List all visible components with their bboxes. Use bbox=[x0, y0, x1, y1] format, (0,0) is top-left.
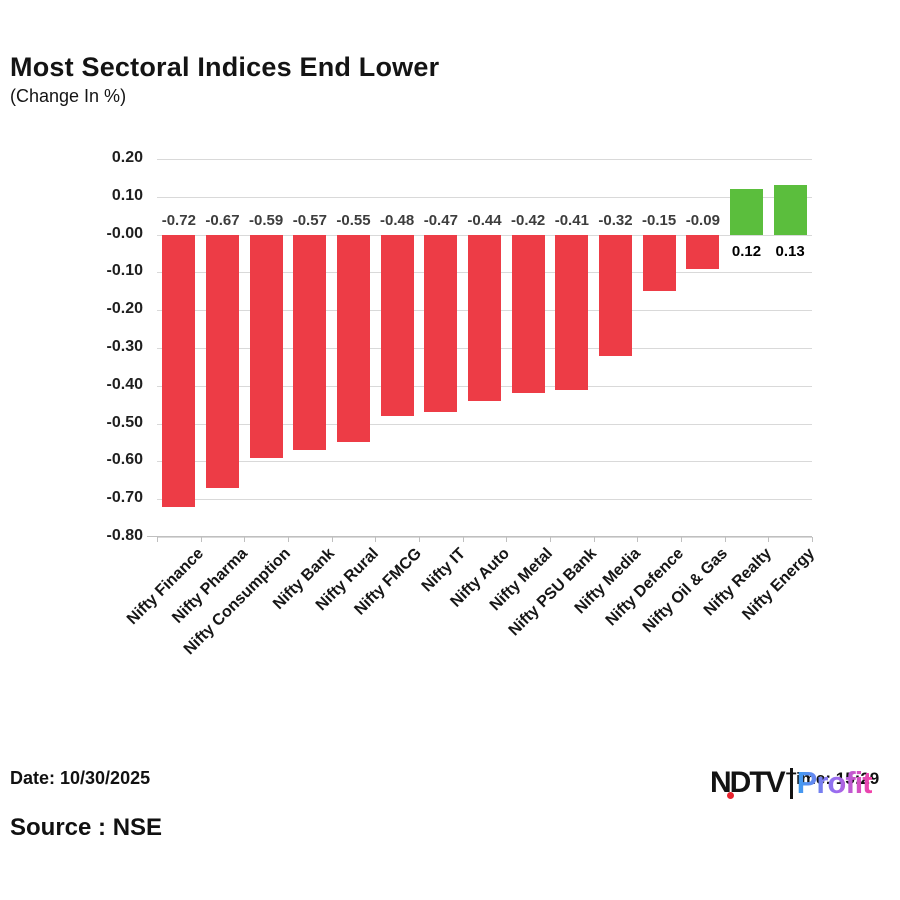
gridline bbox=[157, 423, 812, 425]
bar-value-label: -0.72 bbox=[161, 211, 196, 229]
x-axis-tick bbox=[681, 537, 682, 542]
date-label: Date: 10/30/2025 bbox=[10, 768, 151, 788]
gridline bbox=[157, 537, 812, 538]
bar-value-label: -0.09 bbox=[685, 211, 720, 229]
bar-nifty-it bbox=[424, 234, 458, 413]
x-axis-category-labels: Nifty Finance Nifty Pharma Nifty Consumpti… bbox=[124, 545, 818, 695]
x-axis-tick bbox=[331, 537, 333, 542]
bar-nifty-pharma bbox=[206, 234, 239, 488]
y-axis-tick-label: -0.00 bbox=[106, 224, 143, 242]
x-axis-tick bbox=[419, 537, 420, 542]
y-axis-tick-label: -0.30 bbox=[106, 338, 143, 355]
bar-value-label: -0.67 bbox=[205, 211, 240, 229]
gridline bbox=[157, 159, 812, 160]
x-axis-tick bbox=[550, 537, 551, 542]
logo-separator-bar bbox=[789, 767, 793, 799]
source-label: Source : NSE bbox=[10, 814, 163, 841]
bar-nifty-finance bbox=[162, 234, 196, 507]
y-axis-tick-label: -0.50 bbox=[106, 413, 143, 431]
y-axis-tick-label: -0.40 bbox=[106, 375, 143, 393]
x-axis-tick bbox=[288, 537, 289, 542]
bar-nifty-rural bbox=[337, 234, 370, 443]
bar-nifty-defence bbox=[642, 234, 676, 292]
profit-logo-text: Profit bbox=[796, 765, 873, 800]
bar-nifty-fmcg bbox=[380, 234, 414, 417]
x-axis-tick bbox=[462, 537, 464, 542]
category-label: Nifty Finance bbox=[123, 545, 207, 629]
bar-value-label: -0.15 bbox=[642, 211, 677, 229]
bar-nifty-oil-gas bbox=[686, 234, 720, 269]
y-axis-tick-label: 0.20 bbox=[111, 149, 143, 166]
bar-value-label: -0.47 bbox=[423, 211, 458, 229]
bar-nifty-psu-bank bbox=[555, 234, 589, 390]
x-axis-tick bbox=[724, 537, 726, 542]
bar-value-label: 0.12 bbox=[731, 242, 762, 260]
bar-value-label: -0.32 bbox=[598, 211, 633, 229]
bar-value-label: -0.44 bbox=[467, 211, 502, 229]
time-label: Time: 15:29 bbox=[786, 769, 879, 789]
chart-title: Most Sectoral Indices End Lower bbox=[10, 52, 440, 82]
bar-value-label: -0.42 bbox=[511, 211, 546, 229]
bar-value-label: -0.41 bbox=[554, 211, 589, 229]
y-axis-tick-label: -0.80 bbox=[106, 527, 143, 544]
bar-nifty-metal bbox=[511, 234, 545, 394]
x-axis-tick bbox=[244, 537, 246, 542]
x-axis-line bbox=[147, 536, 812, 537]
chart-subtitle: (Change In %) bbox=[10, 86, 127, 106]
bar-nifty-realty bbox=[730, 189, 763, 235]
x-axis-tick bbox=[768, 537, 770, 542]
ndtv-profit-logo: NDTV Profit bbox=[710, 761, 873, 805]
x-axis-tick bbox=[200, 537, 202, 542]
bar-nifty-bank bbox=[293, 234, 327, 451]
bar-nifty-auto bbox=[468, 234, 501, 401]
bar-value-label: -0.57 bbox=[292, 211, 327, 229]
bar-value-label: 0.13 bbox=[775, 242, 805, 260]
bar-nifty-energy bbox=[773, 185, 807, 235]
x-axis-tick bbox=[637, 537, 639, 542]
bar-value-label: -0.59 bbox=[249, 211, 284, 229]
ndtv-logo-red-dot-icon bbox=[727, 792, 734, 799]
bar-value-label: -0.55 bbox=[336, 211, 371, 229]
x-axis-tick bbox=[812, 537, 813, 542]
x-axis-tick bbox=[593, 537, 595, 542]
y-axis-tick-label: -0.20 bbox=[106, 300, 143, 318]
y-axis-tick-label: -0.70 bbox=[106, 489, 143, 507]
y-axis-tick-label: 0.10 bbox=[111, 186, 143, 204]
gridline bbox=[157, 461, 812, 463]
bar-chart-plot-area: -0.72 -0.67 -0.59 -0.57 -0.55 -0.48 -0.47 -0.44… bbox=[147, 159, 813, 542]
y-axis-tick-label: -0.10 bbox=[106, 262, 143, 280]
y-axis-tick-label: -0.60 bbox=[106, 451, 143, 469]
bar-value-label: -0.48 bbox=[380, 211, 415, 229]
x-axis-tick bbox=[157, 537, 158, 542]
gridline bbox=[157, 196, 812, 198]
gridline bbox=[157, 499, 812, 501]
bar-nifty-media bbox=[599, 234, 632, 356]
ndtv-logo-text: NDTV bbox=[710, 766, 786, 799]
bar-nifty-consumption bbox=[249, 234, 283, 458]
x-axis-tick bbox=[375, 537, 377, 542]
x-axis-tick bbox=[506, 537, 508, 542]
